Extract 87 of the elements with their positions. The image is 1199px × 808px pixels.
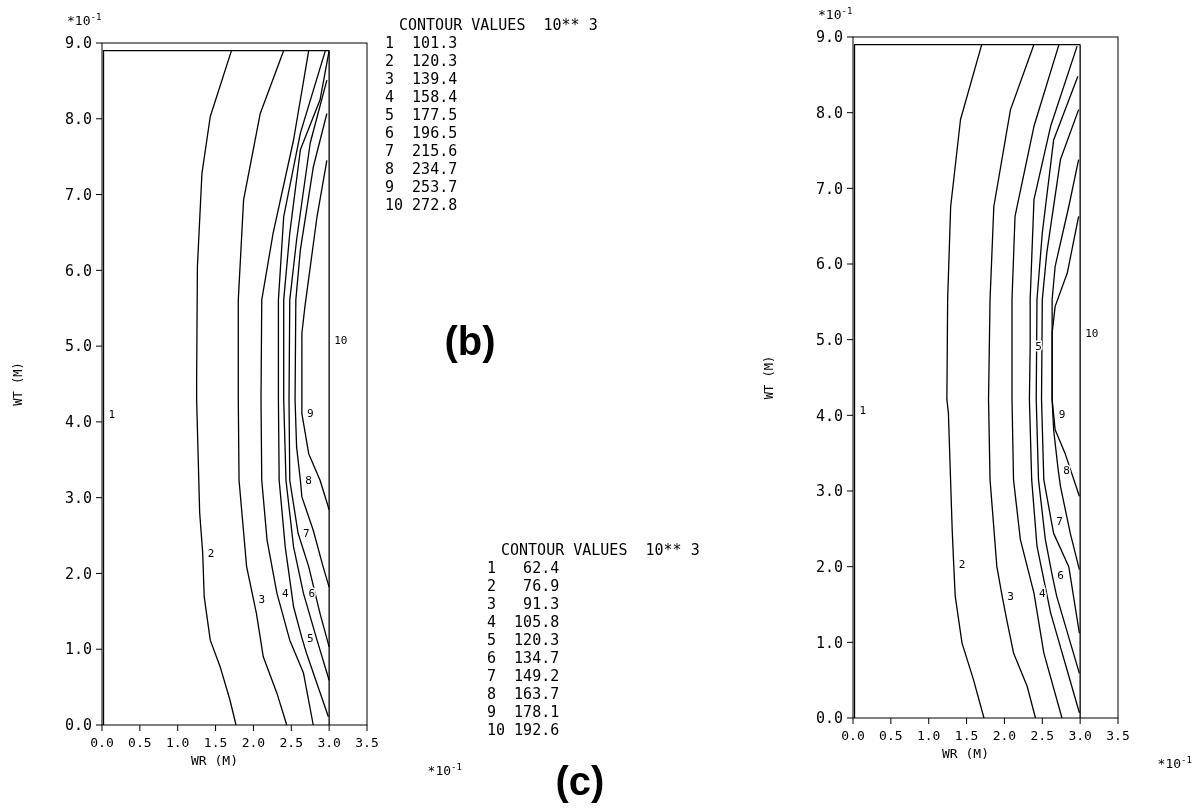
- y-tick-label: 6.0: [815, 255, 843, 274]
- annotation: 7: [1056, 515, 1063, 529]
- y-axis-title: WT (M): [11, 362, 25, 406]
- annotation: 1: [108, 408, 116, 422]
- y-tick-label: 8.0: [815, 103, 843, 122]
- y-tick-label: 1.0: [815, 633, 843, 652]
- x-tick-label: 1.5: [954, 728, 979, 743]
- annotation: 10: [1085, 326, 1099, 340]
- text: *10$^{-1}$: [1157, 755, 1192, 771]
- x-tick-label: 3.5: [355, 735, 379, 750]
- annotation: 9: [306, 407, 314, 421]
- y-axis-title: WT (M): [762, 355, 776, 400]
- y-tick-label: 7.0: [64, 185, 92, 204]
- text: 3 139.4: [385, 70, 458, 88]
- annotation: 1: [859, 403, 867, 417]
- text: 7 149.2: [487, 667, 560, 685]
- annotation: 3: [258, 593, 266, 607]
- text: 8 234.7: [385, 160, 458, 178]
- text: (c): [555, 759, 605, 803]
- annotation: 6: [1057, 568, 1064, 582]
- x-tick-label: 3.0: [1068, 728, 1092, 743]
- text: 3 91.3: [487, 595, 560, 613]
- annotation: 2: [207, 546, 215, 560]
- annotation: 2: [958, 558, 966, 572]
- text: 4 158.4: [385, 88, 458, 106]
- annotation: 7: [303, 527, 310, 541]
- text: 8 163.7: [487, 685, 560, 703]
- annotation: 4: [281, 587, 289, 600]
- x-tick-label: 3.5: [1106, 728, 1130, 743]
- x-tick-label: 1.0: [916, 728, 941, 743]
- text: (b): [444, 319, 496, 363]
- x-tick-label: 0.0: [841, 728, 865, 743]
- x-tick-label: 1.0: [165, 735, 190, 750]
- x-tick-label: 3.0: [317, 735, 341, 750]
- text: 4 105.8: [487, 613, 560, 631]
- y-tick-label: 7.0: [815, 179, 843, 198]
- text: CONTOUR VALUES 10** 3: [501, 541, 700, 559]
- text: 7 215.6: [385, 142, 458, 160]
- y-tick-label: 2.0: [64, 564, 92, 583]
- x-tick-label: 2.5: [279, 735, 304, 750]
- x-axis-title: WR (M): [191, 753, 238, 768]
- annotation: 3: [1007, 590, 1014, 604]
- text: 9 178.1: [487, 703, 560, 721]
- x-axis-title: WR (M): [942, 746, 989, 761]
- annotation: 4: [1038, 587, 1046, 600]
- x-tick-label: 0.0: [90, 735, 114, 750]
- y-tick-label: 8.0: [64, 110, 92, 129]
- text: 2 120.3: [385, 52, 458, 70]
- text: 5 120.3: [487, 631, 560, 649]
- text: 9 253.7: [385, 178, 458, 196]
- text: *10$^{-1}$: [67, 12, 102, 28]
- y-tick-label: 4.0: [64, 413, 92, 432]
- text: 10 272.8: [385, 196, 458, 214]
- text: 1 101.3: [385, 34, 458, 52]
- text: *10$^{-1}$: [818, 6, 853, 22]
- text: 5 177.5: [385, 106, 458, 124]
- y-tick-label: 5.0: [815, 330, 843, 349]
- text: CONTOUR VALUES 10** 3: [399, 16, 598, 34]
- y-tick-label: 5.0: [64, 337, 92, 356]
- x-tick-label: 0.5: [879, 728, 903, 743]
- annotation: 5: [306, 631, 314, 645]
- y-tick-label: 0.0: [815, 709, 843, 728]
- annotation: 9: [1058, 408, 1066, 422]
- x-tick-label: 2.0: [241, 735, 266, 750]
- text: 1 62.4: [487, 559, 560, 577]
- annotation: 8: [1063, 463, 1070, 477]
- annotation: 5: [1035, 340, 1042, 354]
- annotation: 8: [305, 474, 312, 488]
- y-tick-label: 9.0: [815, 28, 843, 47]
- x-tick-label: 0.5: [128, 735, 152, 750]
- text: 10 192.6: [487, 721, 560, 739]
- y-tick-label: 9.0: [64, 34, 92, 53]
- text: 6 134.7: [487, 649, 560, 667]
- y-tick-label: 6.0: [64, 261, 92, 280]
- y-tick-label: 1.0: [64, 640, 92, 659]
- text: 6 196.5: [385, 124, 458, 142]
- y-tick-label: 2.0: [815, 557, 843, 576]
- text: *10$^{-1}$: [427, 762, 462, 778]
- x-tick-label: 1.5: [203, 735, 228, 750]
- y-tick-label: 3.0: [815, 482, 843, 501]
- y-tick-label: 3.0: [64, 488, 92, 507]
- annotation: 6: [308, 587, 316, 600]
- x-tick-label: 2.5: [1030, 728, 1055, 743]
- text: 2 76.9: [487, 577, 560, 595]
- annotation: 10: [334, 333, 348, 347]
- y-tick-label: 4.0: [815, 406, 843, 425]
- x-tick-label: 2.0: [992, 728, 1017, 743]
